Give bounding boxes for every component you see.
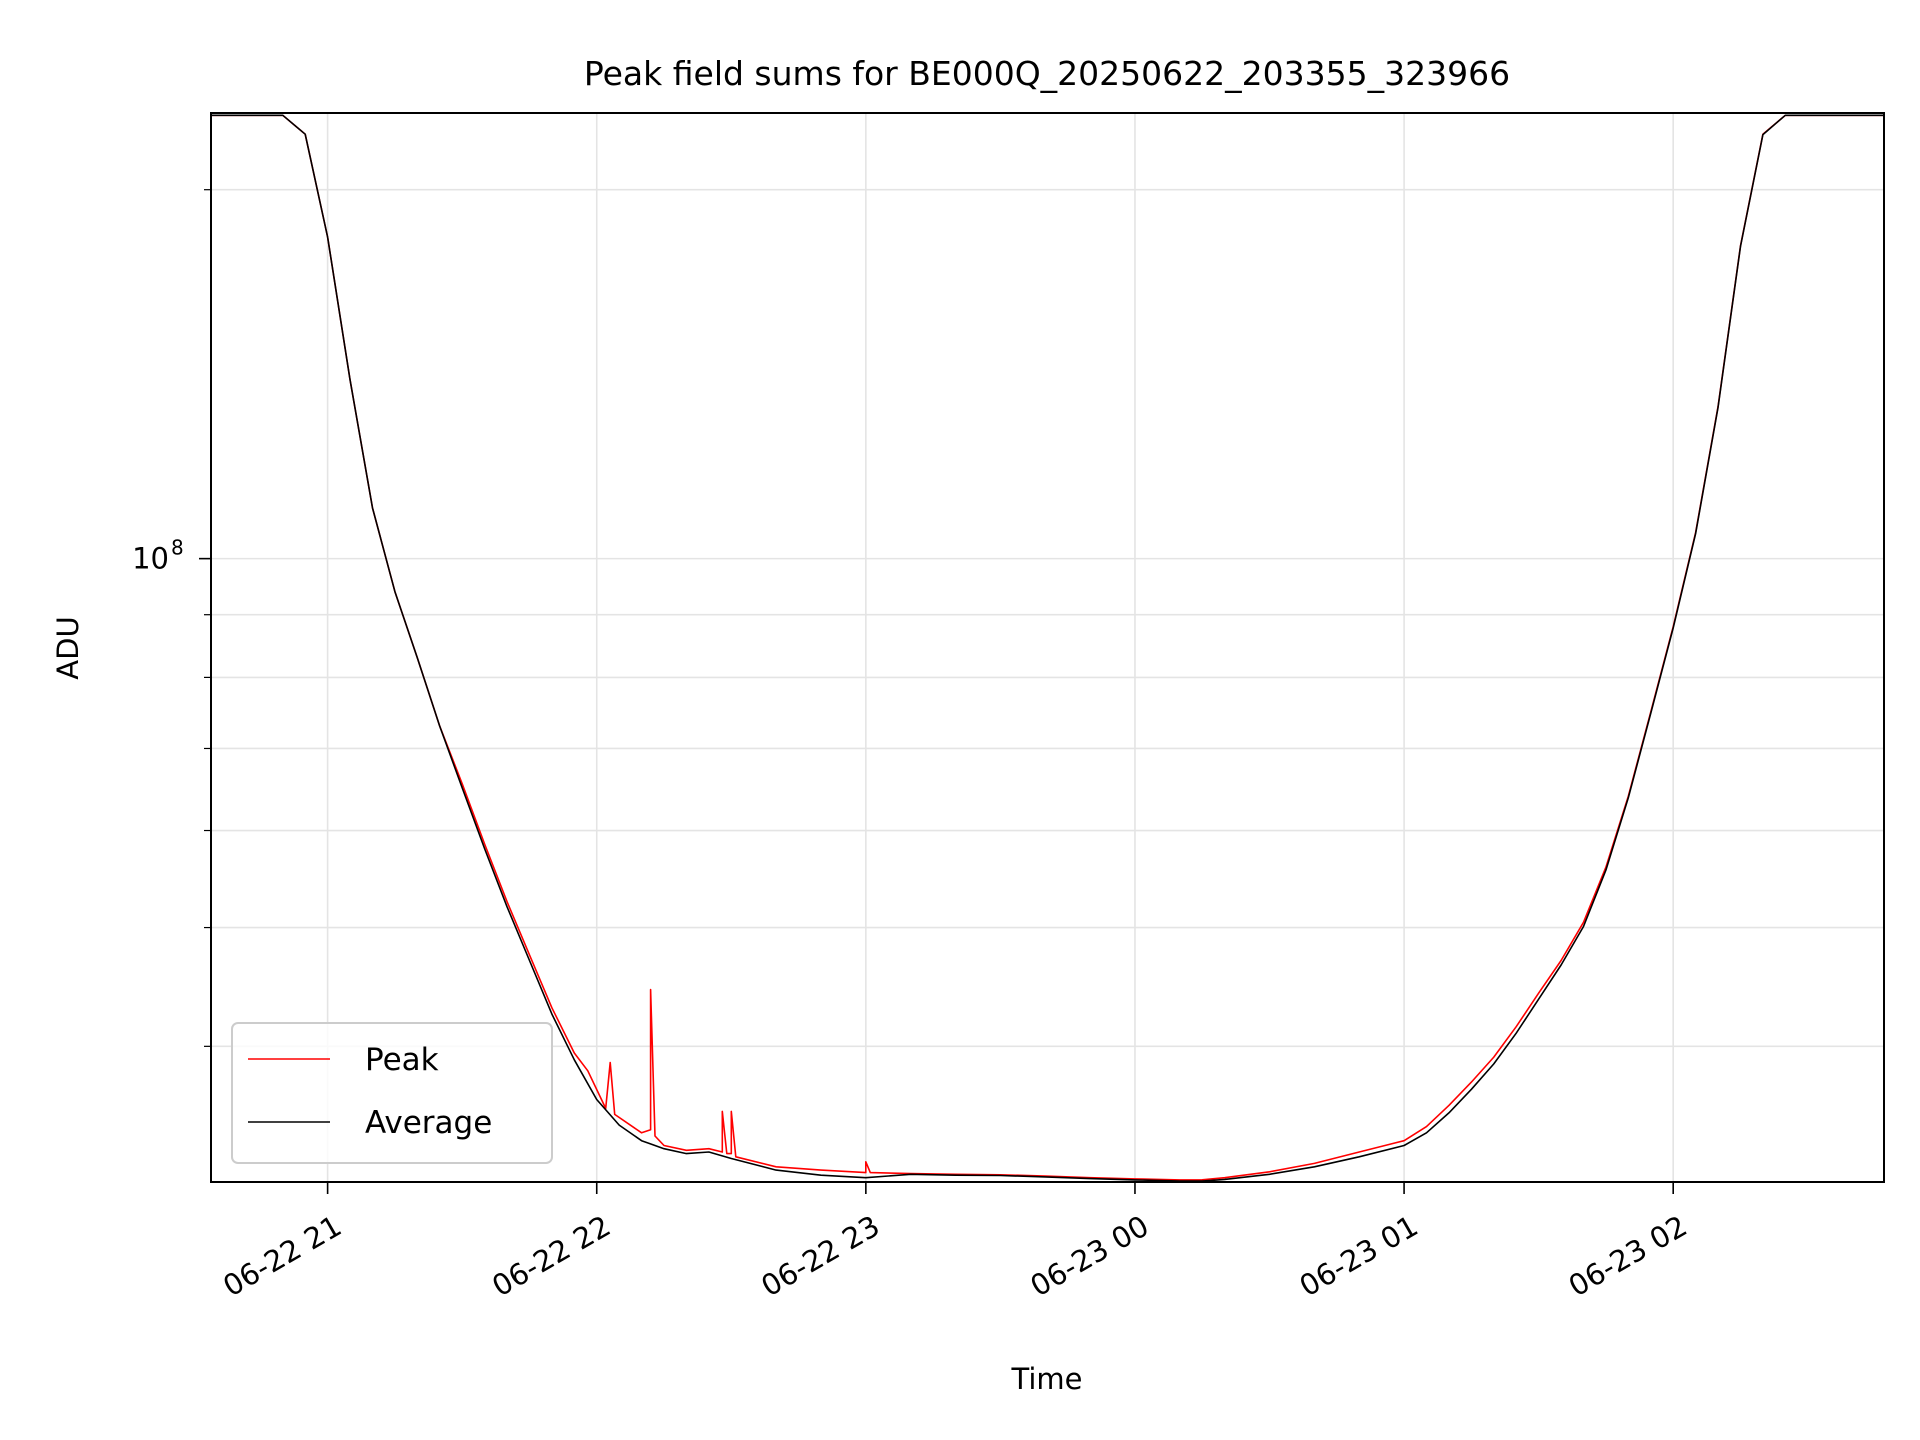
- chart-title: Peak field sums for BE000Q_20250622_2033…: [584, 54, 1510, 93]
- legend: Peak Average: [231, 1022, 553, 1164]
- y-tick-label: 10: [132, 542, 169, 576]
- legend-label-peak: Peak: [365, 1042, 439, 1078]
- series-line-peak: [211, 114, 1884, 1181]
- grid: [211, 113, 1884, 1182]
- legend-box: [231, 1022, 553, 1164]
- series-line-average: [211, 114, 1884, 1182]
- plot-frame: [210, 112, 1885, 1183]
- y-axis-label: ADU: [51, 616, 85, 679]
- legend-label-average: Average: [365, 1105, 492, 1141]
- y-tick-label-exponent: 8: [171, 536, 184, 560]
- series-lines: [211, 114, 1884, 1182]
- y-axis: 10 8: [132, 189, 211, 1047]
- x-axis-label: Time: [1011, 1362, 1083, 1396]
